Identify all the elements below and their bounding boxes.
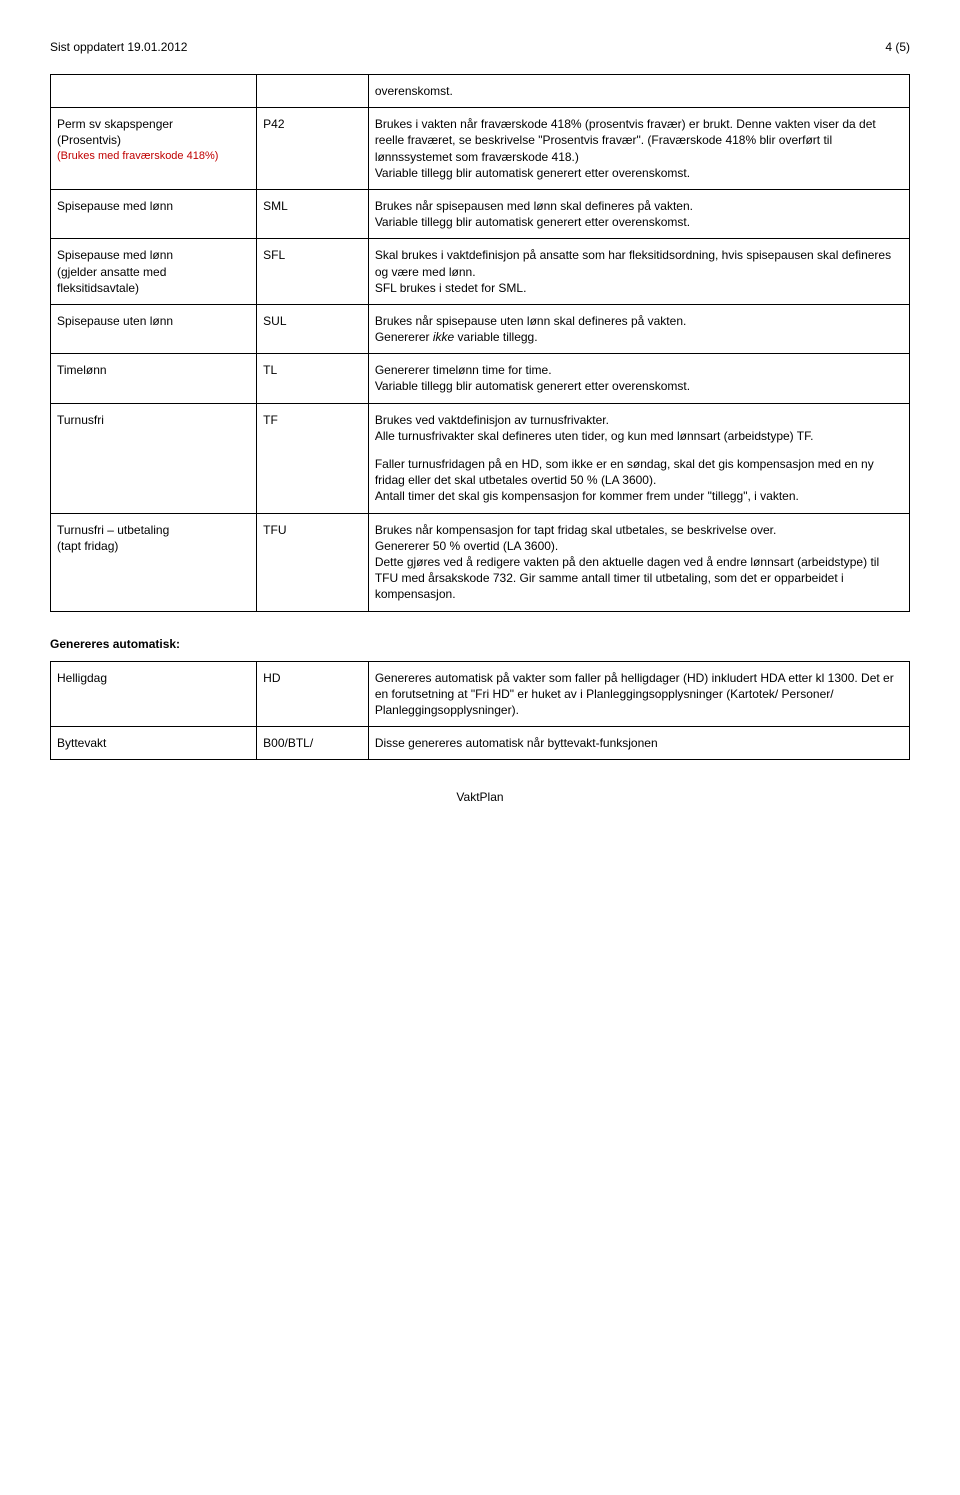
main-table: overenskomst. Perm sv skapspenger(Prosent… [50, 74, 910, 612]
col-desc: Genererer timelønn time for time.Variabl… [368, 354, 909, 403]
col-desc: Brukes ved vaktdefinisjon av turnusfriva… [368, 403, 909, 513]
footer-text: VaktPlan [50, 790, 910, 804]
section-heading-auto: Genereres automatisk: [50, 637, 910, 651]
col-desc: Genereres automatisk på vakter som falle… [368, 661, 909, 727]
table-row: Turnusfri – utbetaling(tapt fridag)TFUBr… [51, 513, 910, 611]
col-name: Turnusfri – utbetaling(tapt fridag) [51, 513, 257, 611]
col-code: TFU [257, 513, 369, 611]
auto-table: HelligdagHDGenereres automatisk på vakte… [50, 661, 910, 761]
table-row: HelligdagHDGenereres automatisk på vakte… [51, 661, 910, 727]
col-code: B00/BTL/ [257, 727, 369, 760]
table-row: Spisepause med lønnSMLBrukes når spisepa… [51, 189, 910, 238]
col-name: Byttevakt [51, 727, 257, 760]
col-name: Helligdag [51, 661, 257, 727]
col-name: Timelønn [51, 354, 257, 403]
col-desc: Brukes når spisepausen med lønn skal def… [368, 189, 909, 238]
table-row: Spisepause med lønn(gjelder ansatte med … [51, 239, 910, 305]
header-right: 4 (5) [885, 40, 910, 54]
header-left: Sist oppdatert 19.01.2012 [50, 40, 187, 54]
table-row: ByttevaktB00/BTL/Disse genereres automat… [51, 727, 910, 760]
col-code: P42 [257, 108, 369, 190]
col-desc: Brukes i vakten når fraværskode 418% (pr… [368, 108, 909, 190]
col-name [51, 75, 257, 108]
col-code: TF [257, 403, 369, 513]
table-row: TimelønnTLGenererer timelønn time for ti… [51, 354, 910, 403]
col-code [257, 75, 369, 108]
table-row: Perm sv skapspenger(Prosentvis)(Brukes m… [51, 108, 910, 190]
col-code: HD [257, 661, 369, 727]
table-row: overenskomst. [51, 75, 910, 108]
table-row: TurnusfriTFBrukes ved vaktdefinisjon av … [51, 403, 910, 513]
col-desc: overenskomst. [368, 75, 909, 108]
col-name: Perm sv skapspenger(Prosentvis)(Brukes m… [51, 108, 257, 190]
col-desc: Disse genereres automatisk når byttevakt… [368, 727, 909, 760]
col-name: Spisepause uten lønn [51, 304, 257, 353]
col-code: SML [257, 189, 369, 238]
col-code: SUL [257, 304, 369, 353]
col-name: Spisepause med lønn(gjelder ansatte med … [51, 239, 257, 305]
col-code: SFL [257, 239, 369, 305]
col-code: TL [257, 354, 369, 403]
col-name: Spisepause med lønn [51, 189, 257, 238]
table-row: Spisepause uten lønnSULBrukes når spisep… [51, 304, 910, 353]
col-desc: Skal brukes i vaktdefinisjon på ansatte … [368, 239, 909, 305]
col-name: Turnusfri [51, 403, 257, 513]
col-desc: Brukes når kompensasjon for tapt fridag … [368, 513, 909, 611]
col-desc: Brukes når spisepause uten lønn skal def… [368, 304, 909, 353]
